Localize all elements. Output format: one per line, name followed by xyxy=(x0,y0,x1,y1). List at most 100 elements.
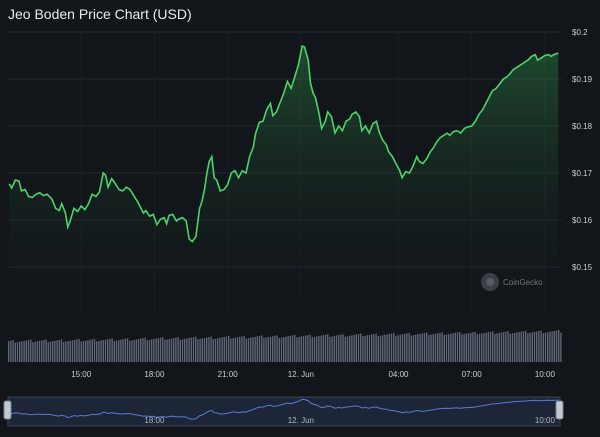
volume-bar xyxy=(390,333,393,362)
range-navigator[interactable]: 18:00 12. Jun 10:00 xyxy=(3,396,564,427)
volume-bar xyxy=(294,334,296,362)
volume-bar xyxy=(296,337,298,362)
volume-bar xyxy=(140,338,142,362)
navigator-right-handle[interactable] xyxy=(555,400,564,420)
y-tick-label: $0.16 xyxy=(572,216,593,225)
volume-bar xyxy=(148,339,151,362)
volume-bar xyxy=(395,335,397,362)
volume-bar xyxy=(93,338,96,362)
volume-bar xyxy=(109,338,111,362)
volume-bar xyxy=(96,341,98,362)
volume-bar xyxy=(76,339,78,362)
volume-bar xyxy=(384,334,386,362)
volume-bar xyxy=(243,336,245,362)
volume-bar xyxy=(30,339,32,362)
volume-bar xyxy=(195,336,197,362)
volume-bar xyxy=(41,340,43,362)
volume-bar xyxy=(272,336,274,362)
volume-bar xyxy=(349,335,351,362)
volume-bar xyxy=(487,332,489,362)
volume-bar xyxy=(100,340,102,362)
volume-bar xyxy=(324,334,327,362)
volume-bar xyxy=(553,331,555,362)
volume-bar xyxy=(19,341,21,362)
volume-bar xyxy=(520,331,522,362)
volume-bar xyxy=(329,336,331,362)
volume-bar xyxy=(168,338,170,362)
volume-bar xyxy=(558,330,560,362)
volume-bar xyxy=(463,334,465,362)
volume-bar xyxy=(232,338,234,362)
volume-bar xyxy=(353,335,355,362)
volume-bar xyxy=(300,336,302,362)
volume-bar xyxy=(287,336,289,362)
volume-bar xyxy=(360,333,362,362)
volume-bar xyxy=(85,340,87,362)
volume-bar xyxy=(404,333,406,362)
volume-bar xyxy=(494,333,496,362)
y-tick-label: $0.18 xyxy=(572,122,593,131)
volume-bar xyxy=(190,337,192,362)
volume-bar xyxy=(430,334,432,362)
volume-bar xyxy=(450,333,452,362)
volume-bar xyxy=(338,335,340,362)
coingecko-logo-inner xyxy=(486,278,494,286)
volume-bar xyxy=(63,342,65,362)
volume-bar xyxy=(408,333,410,362)
x-tick-label: 15:00 xyxy=(71,370,92,379)
volume-bar xyxy=(221,337,223,362)
volume-bar xyxy=(91,339,93,362)
volume-bar xyxy=(371,334,373,362)
volume-bar xyxy=(509,333,511,362)
volume-bar xyxy=(177,337,179,362)
volume-bar xyxy=(166,339,168,362)
volume-bar xyxy=(245,338,247,362)
volume-bar xyxy=(423,332,426,362)
volume-bar xyxy=(511,333,514,362)
volume-bar xyxy=(461,334,463,362)
volume-bar xyxy=(175,337,177,362)
volume-bar xyxy=(386,334,388,362)
volume-bar xyxy=(133,339,135,362)
volume-bar xyxy=(142,338,144,362)
x-tick-label: 18:00 xyxy=(144,370,165,379)
volume-bar xyxy=(551,331,553,362)
volume-bar xyxy=(498,332,500,362)
volume-bar xyxy=(118,340,120,362)
volume-bar xyxy=(126,338,129,362)
volume-bar xyxy=(250,337,252,362)
volume-bar xyxy=(223,336,225,362)
volume-bar xyxy=(525,330,527,362)
volume-bar xyxy=(80,341,82,362)
y-tick-label: $0.19 xyxy=(572,75,593,84)
volume-bar xyxy=(522,331,525,362)
navigator-tick-label: 12. Jun xyxy=(288,416,314,425)
volume-bar xyxy=(38,340,41,362)
volume-bar xyxy=(241,336,243,362)
volume-bar xyxy=(503,332,505,362)
volume-bar xyxy=(529,332,531,362)
volume-bar xyxy=(538,331,540,362)
price-line[interactable] xyxy=(8,45,559,243)
volume-bar xyxy=(280,337,283,362)
y-tick-label: $0.17 xyxy=(572,169,593,178)
volume-bar xyxy=(335,335,338,362)
volume-bar xyxy=(415,334,417,362)
volume-bar xyxy=(507,331,509,362)
volume-bar xyxy=(316,336,318,362)
volume-bar xyxy=(410,335,412,362)
volume-bar xyxy=(214,338,217,362)
volume-bar xyxy=(426,332,428,362)
navigator-left-handle[interactable] xyxy=(3,400,12,420)
volume-bar xyxy=(516,332,518,362)
volume-bar xyxy=(346,336,349,362)
volume-bar xyxy=(184,338,186,362)
volume-bar xyxy=(210,336,212,362)
volume-bar xyxy=(269,336,272,362)
volume-bar xyxy=(122,339,124,362)
volume-bar xyxy=(362,336,364,362)
volume-bar xyxy=(236,337,239,362)
volume-bar xyxy=(144,337,146,362)
navigator-window[interactable] xyxy=(7,396,561,427)
